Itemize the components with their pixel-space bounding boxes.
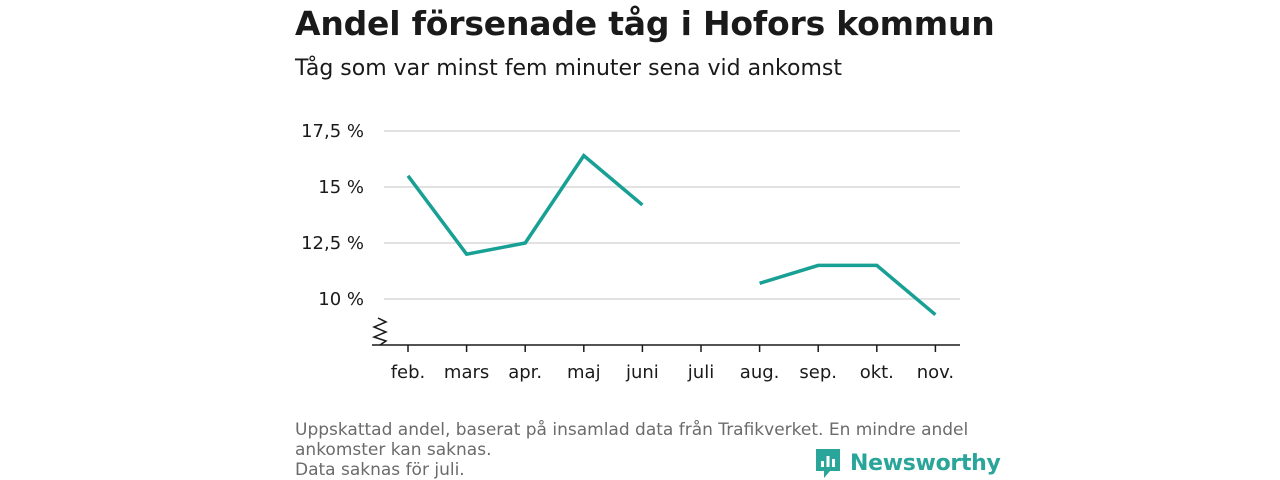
- x-tick-label: juni: [625, 362, 659, 383]
- footnote: Uppskattad andel, baserat på insamlad da…: [295, 420, 985, 480]
- brand-name: Newsworthy: [850, 450, 1001, 476]
- x-tick-label: sep.: [799, 362, 837, 383]
- x-tick-label: feb.: [391, 362, 426, 383]
- x-tick-label: apr.: [508, 362, 542, 383]
- x-axis: [371, 317, 960, 352]
- series-line-segment: [759, 263, 937, 317]
- brand-logo: Newsworthy: [814, 446, 1001, 480]
- footnote-missing-data: Data saknas för juli.: [295, 460, 465, 480]
- newsworthy-logo-icon: [816, 449, 840, 478]
- gridlines: [384, 130, 960, 300]
- axis-break-mark: [371, 317, 388, 346]
- x-tick-labels: feb. mars apr. maj juni juli aug. sep. okt. nov.: [391, 362, 954, 383]
- footnote-source: Uppskattad andel, baserat på insamlad da…: [295, 420, 969, 460]
- chart-subtitle: Tåg som var minst fem minuter sena vid a…: [295, 56, 842, 81]
- x-tick-label: juli: [687, 362, 714, 383]
- y-tick-label: 15 %: [318, 177, 364, 198]
- y-tick-label: 10 %: [318, 289, 364, 310]
- x-tick-label: nov.: [917, 362, 954, 383]
- series-line-segment: [406, 153, 644, 257]
- x-tick-label: aug.: [740, 362, 780, 383]
- x-tick-label: maj: [567, 362, 601, 383]
- chart-title: Andel försenade tåg i Hofors kommun: [295, 4, 995, 43]
- x-tick-label: mars: [444, 362, 489, 383]
- series-lines: [406, 153, 937, 317]
- y-tick-labels: 10 % 12,5 % 15 % 17,5 %: [301, 121, 364, 310]
- y-tick-label: 12,5 %: [301, 233, 364, 254]
- y-tick-label: 17,5 %: [301, 121, 364, 142]
- x-tick-label: okt.: [860, 362, 894, 383]
